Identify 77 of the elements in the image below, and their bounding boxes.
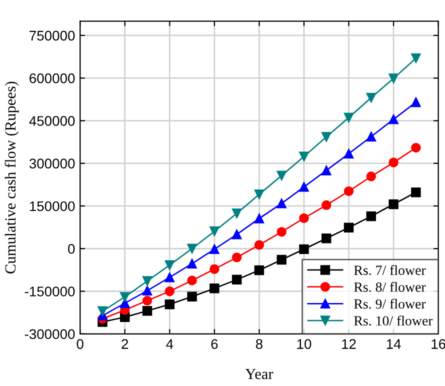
point: [276, 198, 286, 208]
point: [210, 244, 220, 254]
x-axis-title: Year: [245, 368, 274, 380]
point: [276, 170, 286, 180]
point: [366, 211, 376, 222]
point: [187, 292, 197, 302]
point: [254, 240, 264, 250]
point: [98, 306, 108, 316]
y-tick-label: 450000: [29, 116, 75, 126]
y-tick-label: 750000: [30, 30, 75, 41]
point: [254, 214, 264, 224]
point: [366, 172, 376, 182]
legend-label: Rs. 8/ flower: [354, 282, 426, 292]
x-tick-label: 4: [166, 339, 174, 349]
point: [210, 264, 220, 274]
point: [344, 112, 354, 122]
point: [164, 272, 175, 282]
point: [232, 274, 242, 284]
point: [411, 97, 421, 108]
point: [142, 286, 152, 296]
x-tick-label: 2: [122, 339, 128, 349]
x-tick-label: 0: [76, 339, 84, 349]
y-tick-label: 300000: [29, 158, 75, 169]
legend-label: Rs. 9/ flower: [354, 298, 426, 309]
y-tick-label: -300000: [24, 329, 75, 340]
point: [299, 152, 309, 162]
y-tick-label: -150000: [24, 286, 75, 296]
point: [276, 226, 286, 237]
point: [187, 244, 197, 254]
y-tick-label: 0: [68, 244, 75, 254]
point: [210, 284, 220, 294]
point: [232, 230, 242, 240]
point: [411, 142, 421, 153]
point: [388, 74, 398, 84]
point: [210, 226, 220, 236]
point: [344, 222, 354, 232]
point: [411, 187, 421, 198]
point: [322, 200, 332, 210]
point: [322, 132, 332, 142]
legend-label: Rs. 7/ flower: [354, 265, 426, 276]
point: [164, 286, 175, 296]
point: [344, 186, 354, 196]
point: [254, 265, 264, 276]
point: [254, 189, 264, 200]
x-tick-label: 14: [386, 339, 401, 349]
point: [411, 53, 421, 64]
point: [164, 260, 175, 270]
legend-label: Rs. 10/ flower: [354, 316, 433, 326]
point: [164, 299, 175, 310]
point: [322, 166, 332, 176]
point: [142, 306, 152, 316]
y-tick-label: 600000: [30, 73, 75, 84]
x-tick-label: 10: [297, 339, 312, 349]
point: [322, 234, 332, 244]
point: [366, 132, 376, 142]
x-tick-label: 16: [432, 339, 445, 349]
point: [187, 276, 197, 286]
y-tick-label: 150000: [30, 201, 75, 212]
point: [299, 213, 309, 224]
x-tick-label: 6: [211, 339, 218, 349]
point: [388, 158, 398, 168]
x-tick-label: 12: [342, 339, 356, 349]
point: [299, 182, 309, 192]
point: [120, 292, 130, 302]
point: [142, 296, 152, 306]
point: [232, 208, 242, 218]
point: [232, 252, 242, 262]
point: [142, 276, 152, 286]
point: [366, 92, 376, 103]
y-axis-title: Cumulative cash flow (Rupees): [4, 82, 19, 274]
x-tick-label: 8: [256, 339, 262, 349]
point: [276, 254, 286, 265]
point: [344, 148, 354, 159]
point: [388, 114, 398, 124]
point: [299, 244, 309, 254]
point: [187, 258, 197, 269]
point: [388, 199, 398, 210]
